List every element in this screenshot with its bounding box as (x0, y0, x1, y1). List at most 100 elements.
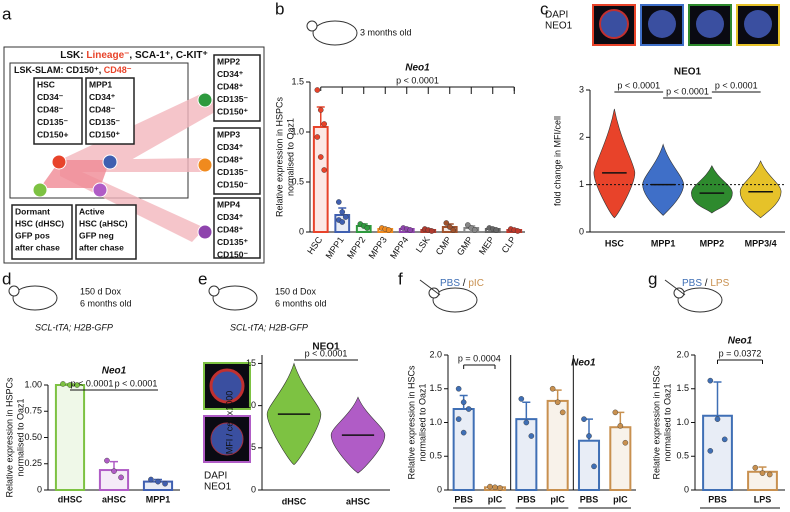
x-tick-label: aHSC (346, 496, 371, 506)
x-tick-label: CLP (500, 235, 518, 255)
y-tick-label: 1.0 (676, 417, 689, 427)
box-line: CD150⁻ (217, 179, 248, 189)
data-point (314, 134, 321, 140)
y-tick-label: 0 (251, 484, 256, 494)
y-tick-label: 0 (437, 484, 442, 494)
data-point (317, 154, 324, 160)
mouse-icon (8, 20, 723, 313)
y-axis-label: normalised to Oaz1 (417, 383, 427, 461)
data-point (339, 209, 346, 215)
data-point (559, 409, 566, 416)
data-point (471, 227, 478, 233)
y-tick-label: 2.0 (429, 349, 442, 359)
x-tick-label: PBS (580, 494, 599, 504)
data-point (460, 399, 467, 406)
box-line: HSC (37, 79, 55, 89)
annotation: p < 0.0001 (71, 378, 114, 388)
panel-label: d (2, 269, 11, 288)
x-tick-label: MPP2 (700, 238, 725, 248)
data-point (549, 385, 556, 392)
chart-title: Neo1 (405, 63, 430, 74)
diagram-box (11, 204, 73, 260)
x-tick-label: MPP1 (324, 235, 346, 261)
legend-entry: NEO1 (204, 482, 232, 493)
treatment-part: LPS (710, 278, 729, 289)
data-point (148, 476, 154, 483)
mouse-label: 6 months old (275, 298, 327, 308)
data-point (465, 406, 472, 412)
y-tick-label: 1.0 (291, 126, 304, 136)
data-point (707, 448, 714, 454)
annotation: p < 0.0001 (305, 348, 348, 358)
mouse-label: 150 d Dox (80, 286, 122, 296)
diagram-box (85, 77, 135, 145)
box-line: HSC (aHSC) (79, 218, 128, 228)
chart-title: NEO1 (674, 67, 702, 78)
x-tick-label: MPP4 (388, 235, 410, 261)
diagram-box (213, 197, 261, 259)
data-point (314, 87, 321, 93)
chart-title: Neo1 (102, 366, 127, 377)
y-axis-label: Relative expression in HSPCs (4, 377, 14, 498)
data-point (74, 382, 80, 388)
y-axis-label: Relative expression in HSCs (651, 365, 661, 480)
y-tick-label: 1 (579, 179, 584, 189)
diagram-box (33, 77, 83, 145)
box-line: CD48⁺ (217, 154, 244, 164)
y-tick-label: 5 (251, 442, 256, 452)
chart-title: NEO1 (312, 342, 340, 353)
diagram-box (75, 204, 137, 260)
mouse-label: SCL-tTA; H2B-GFP (230, 322, 308, 332)
box-line: after chase (15, 242, 60, 252)
box-line: MPP2 (217, 56, 240, 66)
y-tick-label: 0 (684, 484, 689, 494)
y-axis-label: normalised to Oaz1 (15, 398, 25, 476)
box-line: Active (79, 206, 105, 216)
box-line: CD135⁺ (217, 237, 248, 247)
x-tick-label: PBS (708, 494, 727, 504)
data-point (321, 167, 327, 173)
data-point (514, 228, 521, 234)
chart-title: Neo1 (571, 358, 596, 369)
data-point (455, 416, 462, 422)
group-label: 16 h (731, 510, 749, 512)
diagram-title: LSK: Lineage⁻, SCA-1⁺, C-KIT⁺ (60, 50, 208, 61)
x-tick-label: LPS (754, 494, 772, 504)
box-line: CD48⁺ (217, 81, 244, 91)
treatment-part: PBS (440, 278, 460, 289)
box-line: CD34⁻ (37, 92, 64, 102)
y-tick-label: 10 (246, 400, 256, 410)
x-tick-label: MPP3/4 (745, 238, 777, 248)
y-axis-label: MFI / cell x1000 (224, 391, 234, 455)
group-label: 16 h (471, 510, 489, 512)
data-point (385, 227, 392, 233)
data-point (721, 436, 728, 443)
y-tick-label: 0.5 (291, 176, 304, 186)
box-line: CD150+ (37, 129, 68, 139)
x-tick-label: MEP (477, 235, 496, 257)
box-line: CD34⁺ (217, 212, 244, 222)
y-tick-label: 0.5 (429, 451, 442, 461)
x-tick-label: aHSC (102, 494, 127, 504)
treatment-part: PBS (682, 278, 702, 289)
box-line: CD135⁻ (37, 117, 68, 127)
legend-entry: NEO1 (545, 21, 573, 32)
data-point (612, 409, 619, 416)
x-tick-label: HSC (605, 238, 625, 248)
chart-title: Neo1 (728, 336, 753, 347)
annotation: p < 0.0001 (396, 75, 439, 85)
box-line: CD48⁻ (89, 104, 116, 114)
data-point (766, 471, 773, 478)
data-point (443, 220, 450, 226)
data-point (364, 225, 370, 231)
data-point (162, 480, 168, 487)
data-point (487, 483, 493, 490)
box-line: CD135⁻ (217, 167, 248, 177)
y-tick-label: 2 (579, 132, 584, 142)
y-tick-label: 0.75 (24, 406, 42, 416)
data-point (617, 423, 624, 429)
data-point (622, 439, 629, 446)
data-point (342, 214, 349, 220)
y-tick-label: 1.00 (24, 379, 42, 389)
